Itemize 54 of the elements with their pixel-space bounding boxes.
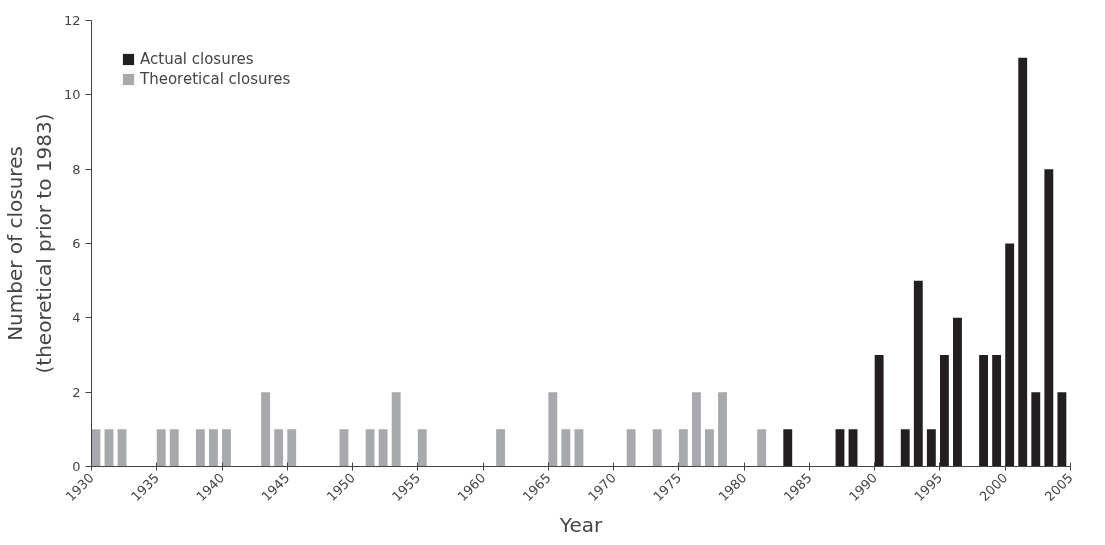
legend-label: Actual closures <box>140 50 254 68</box>
bar <box>900 429 910 467</box>
y-tick-label: 6 <box>72 236 81 251</box>
bar <box>678 429 688 467</box>
bar <box>953 317 962 467</box>
y-tick-label: 4 <box>72 310 81 326</box>
bar <box>261 392 271 467</box>
bar <box>548 392 558 467</box>
bar <box>156 429 166 467</box>
bar <box>691 392 701 467</box>
y-tick-label: 0 <box>72 459 81 474</box>
bar <box>574 429 584 467</box>
bar <box>104 429 114 467</box>
bar <box>992 355 1002 467</box>
bar <box>626 429 636 467</box>
bar <box>1005 243 1015 467</box>
bar <box>339 429 349 467</box>
bar <box>757 429 767 467</box>
legend-label: Theoretical closures <box>140 70 291 88</box>
bar <box>652 429 662 467</box>
bar <box>718 392 727 467</box>
bar <box>417 429 427 467</box>
bar <box>783 429 793 467</box>
bar <box>705 429 714 467</box>
bar <box>1018 57 1028 467</box>
y-tick-label: 10 <box>63 87 81 103</box>
bar <box>561 429 571 467</box>
bar <box>195 429 205 467</box>
bar <box>222 429 231 467</box>
bar <box>91 429 101 467</box>
bar <box>835 429 845 467</box>
bar <box>208 429 218 467</box>
bar <box>874 355 884 467</box>
bar <box>365 429 375 467</box>
bar <box>1031 392 1041 467</box>
bar <box>1044 169 1054 467</box>
bar <box>848 429 858 467</box>
y-tick-label: 8 <box>72 161 81 177</box>
bar <box>378 429 388 467</box>
bar <box>926 429 936 467</box>
bar <box>287 429 297 467</box>
bar <box>1057 392 1067 467</box>
y-tick-label: 12 <box>63 13 81 28</box>
y-tick-label: 2 <box>72 384 81 400</box>
bar <box>274 429 284 467</box>
bar <box>117 429 127 467</box>
bar <box>496 429 506 467</box>
bar <box>939 355 949 467</box>
bar <box>979 355 988 467</box>
x-axis-title: Year <box>558 513 603 538</box>
bar <box>391 392 401 467</box>
bar <box>913 280 923 467</box>
bar <box>169 429 179 467</box>
y-axis-title: Number of closures (theoretical prior to 1983) <box>3 113 56 374</box>
